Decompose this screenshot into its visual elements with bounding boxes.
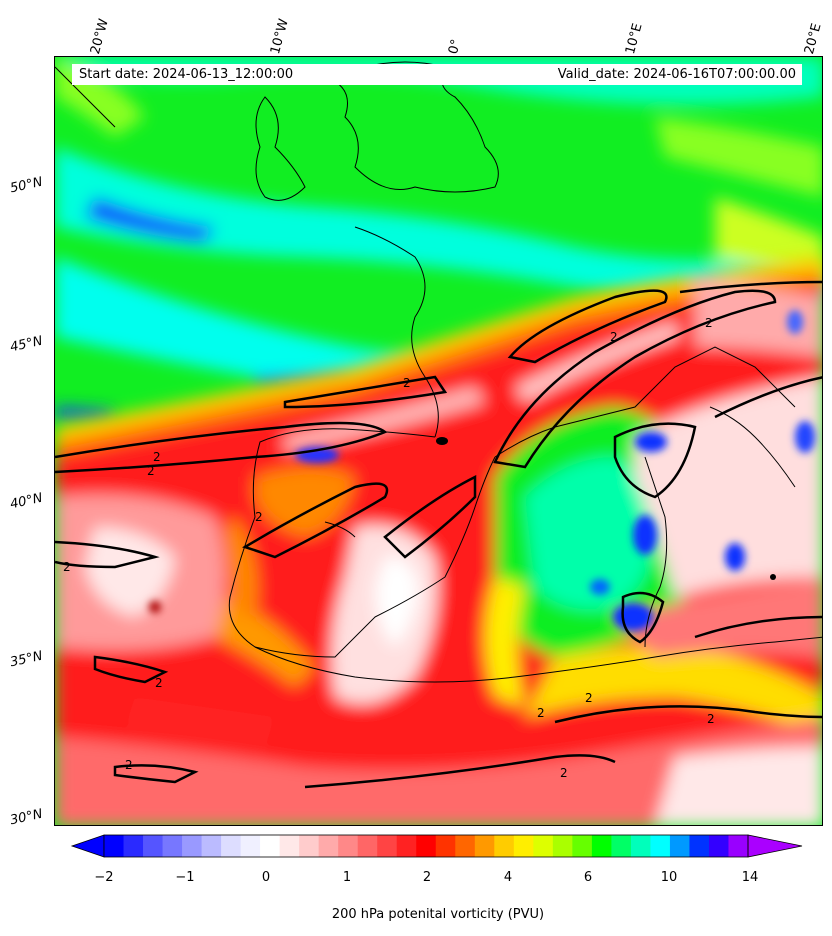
colorbar-segment (123, 835, 144, 857)
colorbar-segment (611, 835, 632, 857)
colorbar-segment (474, 835, 495, 857)
lat-label-40n: 40°N (8, 490, 44, 513)
colorbar-segment (455, 835, 476, 857)
contour-label: 2 (155, 676, 163, 690)
colorbar-segment (669, 835, 690, 857)
colorbar-segment (513, 835, 534, 857)
colorbar-segment (552, 835, 573, 857)
valid-date: Valid_date: 2024-06-16T07:00:00.00 (557, 67, 796, 82)
contour-label: 2 (147, 464, 155, 478)
lon-label-0: 0° (446, 37, 465, 56)
colorbar-tick: 4 (503, 870, 513, 885)
start-date: Start date: 2024-06-13_12:00:00 (79, 67, 294, 82)
contour-label: 2 (705, 316, 713, 330)
colorbar-segment (416, 835, 437, 857)
colorbar-segment (650, 835, 671, 857)
colorbar-tick: 1 (342, 870, 352, 885)
colorbar-tick: 2 (422, 870, 432, 885)
colorbar-segment (201, 835, 222, 857)
lon-label-20e: 20°E (802, 21, 825, 56)
colorbar-over-arrow (747, 834, 803, 858)
lon-label-10w: 10°W (268, 17, 292, 56)
colorbar-segment (630, 835, 651, 857)
colorbar (70, 834, 803, 858)
contour-label: 2 (403, 376, 411, 390)
pv-contour-labels: 2 2 2 2 2 2 2 2 2 2 2 2 2 (63, 316, 715, 780)
colorbar-segment (572, 835, 593, 857)
coastlines (55, 61, 822, 683)
colorbar-segment (260, 835, 281, 857)
colorbar-segment (689, 835, 710, 857)
colorbar-segment (377, 835, 398, 857)
contour-label: 2 (610, 330, 618, 344)
colorbar-segment (162, 835, 183, 857)
contour-label: 2 (707, 712, 715, 726)
lon-label-20w: 20°W (88, 17, 112, 56)
colorbar-segment (221, 835, 242, 857)
colorbar-tick: 6 (583, 870, 593, 885)
contour-label: 2 (153, 450, 161, 464)
lat-label-50n: 50°N (8, 174, 44, 197)
colorbar-tick: −2 (94, 870, 114, 885)
colorbar-segment (143, 835, 164, 857)
contour-label: 2 (560, 766, 568, 780)
colorbar-tick: −1 (175, 870, 195, 885)
colorbar-outline (103, 834, 749, 858)
date-info-box: Start date: 2024-06-13_12:00:00 Valid_da… (72, 64, 802, 85)
lon-label-10e: 10°E (623, 21, 646, 56)
colorbar-segment (728, 835, 749, 857)
colorbar-label: 200 hPa potenital vorticity (PVU) (331, 907, 545, 922)
colorbar-segment (494, 835, 515, 857)
contour-label: 2 (63, 560, 71, 574)
pv-map: 2 2 2 2 2 2 2 2 2 2 2 2 2 (54, 56, 823, 826)
colorbar-segment (357, 835, 378, 857)
coast-marks (436, 437, 776, 580)
colorbar-segment (533, 835, 554, 857)
pv-lower-field (55, 257, 822, 825)
lat-label-45n: 45°N (8, 333, 44, 356)
colorbar-under-arrow (70, 834, 105, 858)
lat-label-30n: 30°N (8, 806, 44, 829)
colorbar-tick: 14 (741, 870, 759, 885)
colorbar-segment (182, 835, 203, 857)
contour-label: 2 (125, 758, 133, 772)
colorbar-segment (240, 835, 261, 857)
contour-label: 2 (255, 510, 263, 524)
colorbar-tick: 10 (660, 870, 678, 885)
contour-label: 2 (585, 691, 593, 705)
colorbar-segment (318, 835, 339, 857)
colorbar-segment (299, 835, 320, 857)
colorbar-segment (396, 835, 417, 857)
colorbar-segment (104, 835, 125, 857)
colorbar-tick: 0 (261, 870, 271, 885)
colorbar-segment (435, 835, 456, 857)
pv-field: 2 2 2 2 2 2 2 2 2 2 2 2 2 (55, 57, 822, 825)
colorbar-segment (279, 835, 300, 857)
contour-label: 2 (537, 706, 545, 720)
colorbar-segment (708, 835, 729, 857)
colorbar-segment (591, 835, 612, 857)
colorbar-segment (338, 835, 359, 857)
lat-label-35n: 35°N (8, 648, 44, 671)
